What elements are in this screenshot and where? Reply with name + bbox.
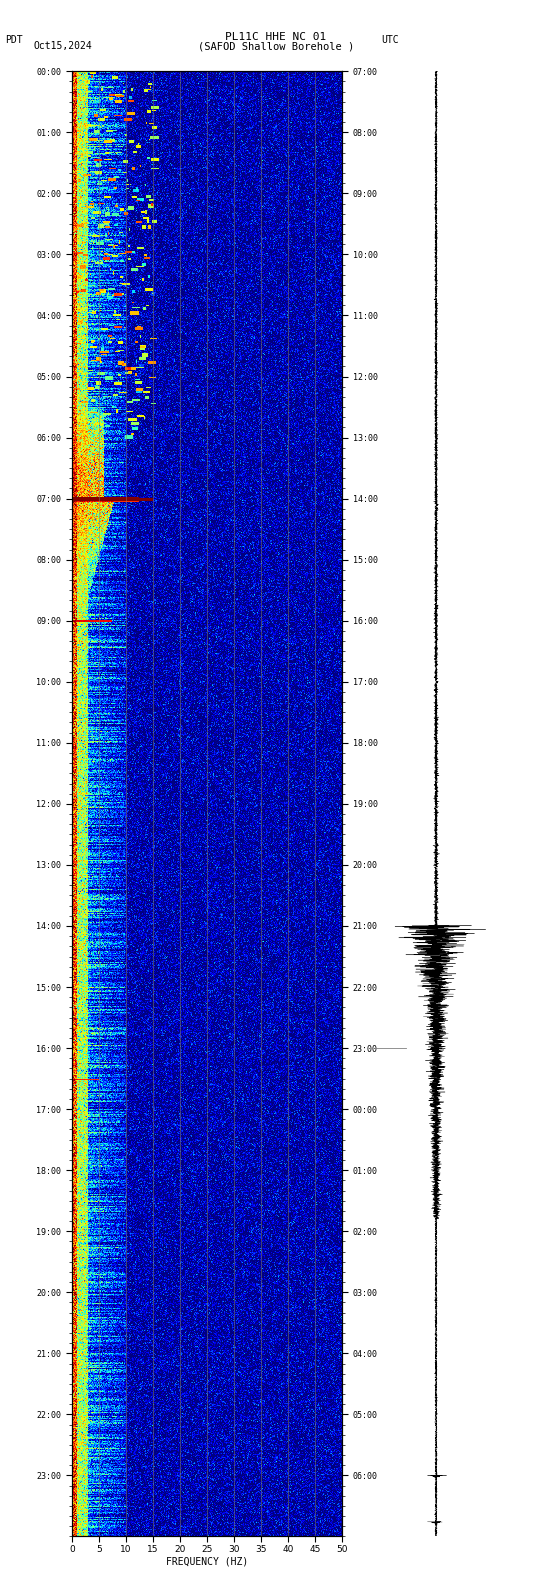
Text: Oct15,2024: Oct15,2024: [33, 41, 92, 51]
Text: PL11C HHE NC 01: PL11C HHE NC 01: [225, 32, 327, 41]
Text: PDT: PDT: [6, 35, 23, 44]
Text: (SAFOD Shallow Borehole ): (SAFOD Shallow Borehole ): [198, 41, 354, 51]
X-axis label: FREQUENCY (HZ): FREQUENCY (HZ): [166, 1557, 248, 1567]
Text: UTC: UTC: [381, 35, 399, 44]
